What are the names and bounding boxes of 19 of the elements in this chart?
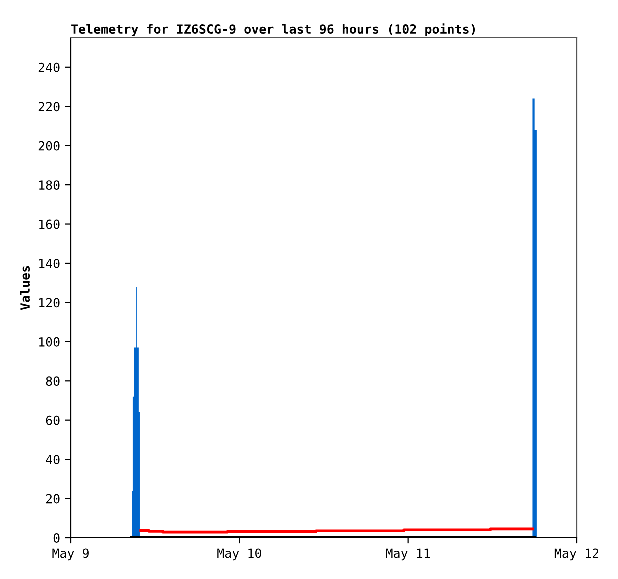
y-axis-title: Values xyxy=(20,266,30,310)
y-tick-label: 40 xyxy=(46,455,60,465)
y-tick-label: 240 xyxy=(38,62,60,72)
y-tick-label: 0 xyxy=(54,534,60,543)
y-tick-label: 60 xyxy=(46,416,60,426)
y-tick-label: 200 xyxy=(38,141,60,151)
y-tick-label: 20 xyxy=(46,494,60,504)
y-tick-label: 80 xyxy=(46,376,60,386)
x-tick-label: May 12 xyxy=(554,548,599,561)
y-tick-label: 100 xyxy=(40,337,60,347)
x-tick-label: May 11 xyxy=(386,548,430,561)
y-tick-label: 160 xyxy=(40,220,60,230)
chart-title: Telemetry for IZ6SCG-9 over last 96 hours (102 points) xyxy=(72,24,476,36)
y-tick-label: 140 xyxy=(40,258,60,268)
y-tick-label: 220 xyxy=(38,102,60,112)
y-tick-label: 180 xyxy=(40,180,60,190)
x-tick-label: May 10 xyxy=(218,548,262,561)
y-tick-label: 120 xyxy=(40,298,60,308)
x-tick-label: May 9 xyxy=(52,548,89,561)
